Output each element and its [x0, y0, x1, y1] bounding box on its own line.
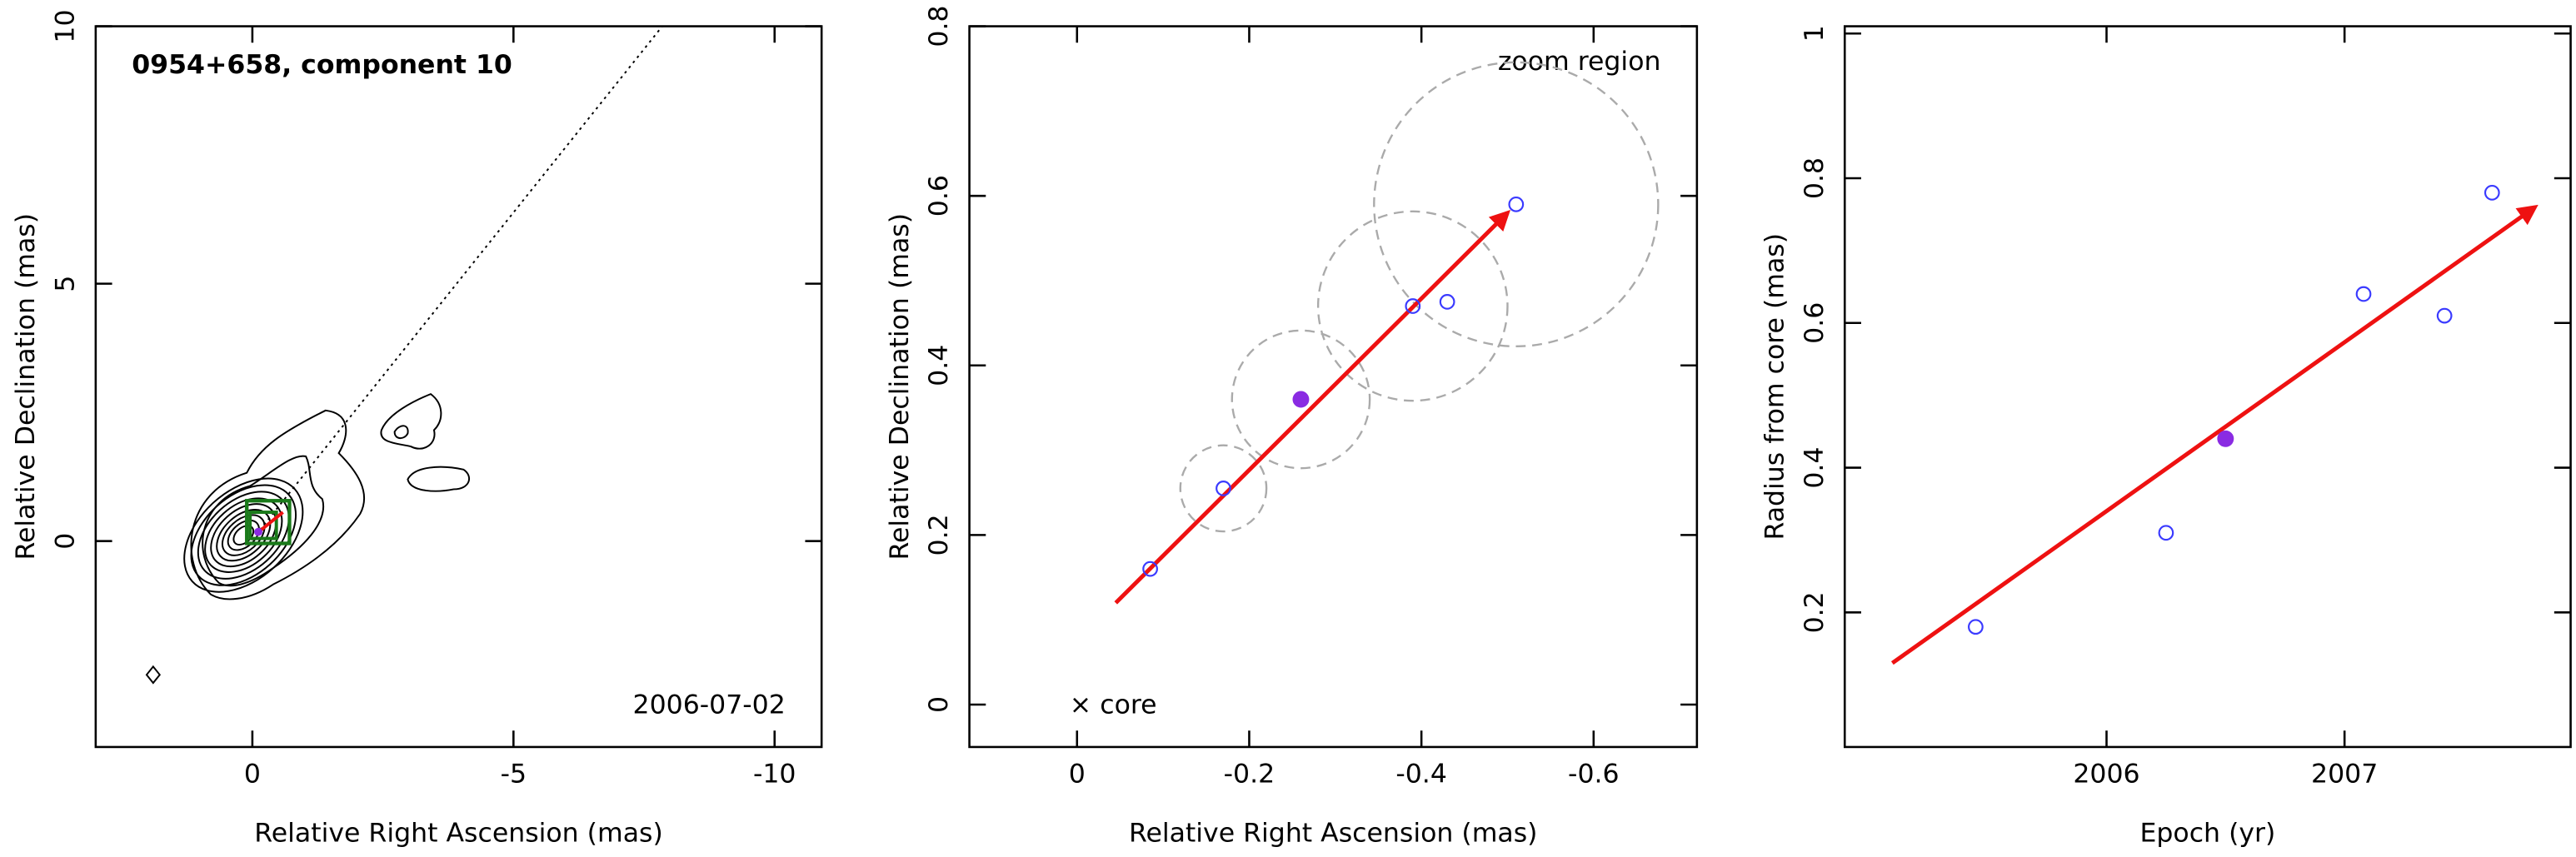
component	[254, 527, 262, 536]
y-tick-label: 0.8	[924, 5, 954, 47]
x-tick-label: -10	[753, 759, 796, 789]
y-axis-label: Relative Declination (mas)	[11, 213, 41, 561]
contour-map	[145, 25, 663, 685]
panel-title: 0954+658, component 10	[132, 50, 512, 80]
annotation: 2006-07-02	[633, 690, 786, 720]
annotation: zoom region	[1498, 47, 1661, 77]
point	[2484, 185, 2500, 201]
x-axis-label: Relative Right Ascension (mas)	[254, 818, 663, 848]
error-circle	[1373, 61, 1660, 348]
point	[2158, 525, 2174, 541]
y-tick-label: 0.2	[924, 514, 954, 556]
point	[1405, 298, 1421, 314]
error-circle	[1316, 210, 1509, 402]
contour	[190, 409, 365, 600]
contour-core	[183, 477, 304, 593]
x-tick-label: -0.6	[1568, 759, 1620, 789]
x-tick-label: -5	[501, 759, 527, 789]
y-tick-label: 10	[50, 9, 80, 42]
y-axis-label: Radius from core (mas)	[1760, 233, 1790, 541]
annotation: × core	[1070, 690, 1157, 720]
point	[1292, 391, 1310, 408]
y-tick-label: 0	[50, 533, 80, 550]
beam	[145, 665, 162, 685]
point	[1142, 561, 1158, 577]
y-tick-label: 0.4	[1800, 446, 1830, 488]
y-tick-label: 1	[1800, 25, 1830, 42]
x-tick-label: 2007	[2311, 759, 2378, 789]
x-axis-label: Epoch (yr)	[2140, 818, 2276, 848]
x-tick-label: -0.2	[1224, 759, 1276, 789]
jet-axis	[251, 25, 663, 541]
plot-frame	[1843, 25, 2572, 749]
trend-arrow	[1890, 204, 2539, 665]
point	[1216, 481, 1231, 496]
trend-arrow	[1114, 210, 1510, 605]
contour	[380, 392, 442, 450]
contour	[407, 466, 471, 492]
y-axis-label: Relative Declination (mas)	[885, 213, 915, 561]
plot-frame	[94, 25, 823, 749]
x-tick-label: 0	[244, 759, 261, 789]
point	[2436, 307, 2453, 324]
point	[1968, 619, 1984, 635]
y-tick-label: 5	[50, 276, 80, 292]
x-tick-label: 0	[1069, 759, 1086, 789]
point	[2355, 286, 2372, 302]
y-tick-label: 0.6	[924, 175, 954, 217]
point	[1439, 294, 1455, 310]
contour	[393, 425, 409, 440]
y-tick-label: 0.6	[1800, 302, 1830, 344]
point	[2217, 430, 2234, 447]
zoom-box	[248, 511, 278, 541]
plot-frame	[968, 25, 1699, 749]
error-circle	[1179, 444, 1268, 533]
y-tick-label: 0.2	[1800, 591, 1830, 633]
x-tick-label: 2006	[2073, 759, 2139, 789]
point	[1508, 196, 1525, 212]
y-tick-label: 0	[924, 696, 954, 713]
x-axis-label: Relative Right Ascension (mas)	[1129, 818, 1538, 848]
zoom-box	[245, 499, 292, 546]
x-tick-label: -0.4	[1395, 759, 1447, 789]
y-tick-label: 0.8	[1800, 157, 1830, 199]
y-tick-label: 0.4	[924, 345, 954, 386]
error-circle	[1231, 329, 1371, 470]
